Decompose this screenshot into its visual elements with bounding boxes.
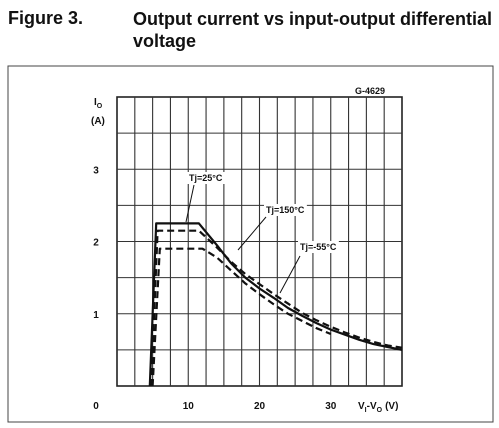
x-tick-label: 10 (183, 401, 195, 412)
y-tick-label: 3 (93, 165, 99, 176)
annotation-bg (298, 241, 339, 253)
y-axis-label: IO (94, 97, 103, 110)
figure-label: Figure 3. (8, 8, 84, 28)
annotation-bg (264, 204, 307, 216)
y-tick-label: 2 (93, 238, 99, 249)
figure-frame (7, 65, 494, 423)
annotation-leader (279, 255, 301, 294)
y-tick-label: 1 (93, 310, 99, 321)
series-annotation-2: Tj=150°C (266, 205, 305, 215)
x-tick-label: 30 (325, 401, 337, 412)
annotation-bg (187, 172, 225, 184)
x-tick-label: 0 (93, 401, 99, 412)
x-tick-label: 20 (254, 401, 266, 412)
series-line-1 (148, 222, 403, 387)
annotation-leader (185, 184, 195, 223)
figure-title: Output current vs input-output different… (133, 9, 492, 51)
series-line-3 (150, 229, 403, 387)
series-line-2 (151, 247, 332, 387)
series-annotation-1: Tj=25°C (189, 173, 223, 183)
grid-layer (116, 96, 403, 387)
series-annotation-3: Tj=-55°C (300, 242, 337, 252)
label-layer: 0 10 20 30 1 2 3 IO (A) VI-VO (V) G-4629 Tj=25°C Tj=1… (91, 86, 398, 414)
annotation-leader (237, 216, 267, 251)
series-layer (148, 222, 403, 387)
figure-code: G-4629 (355, 86, 385, 96)
x-axis-label: VI-VO (V) (358, 401, 398, 414)
y-axis-unit: (A) (91, 116, 105, 127)
